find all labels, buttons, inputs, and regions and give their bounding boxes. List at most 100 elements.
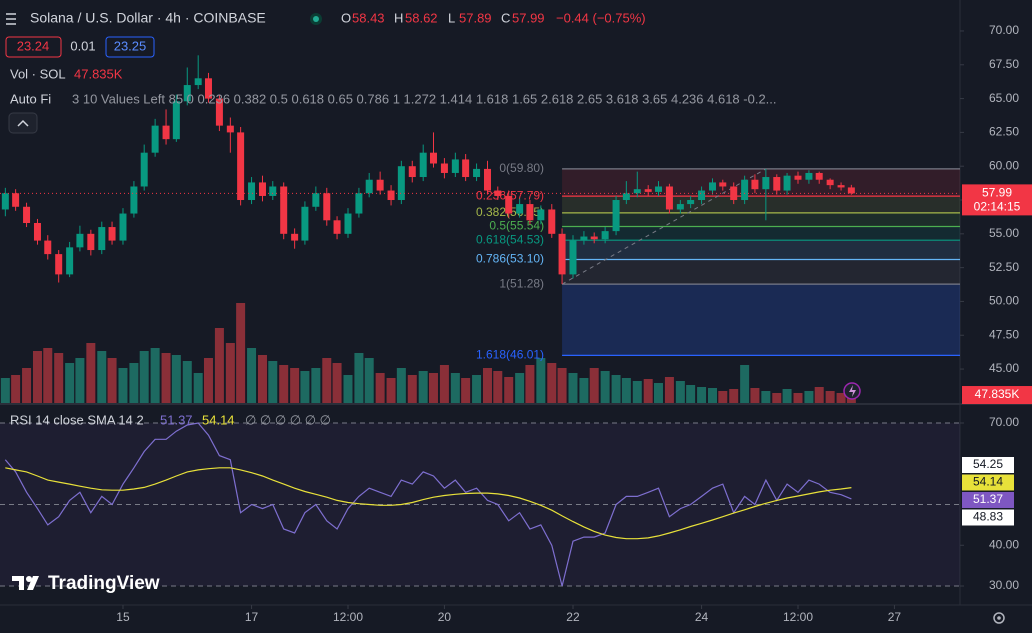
fib-band xyxy=(562,226,960,241)
fib-band xyxy=(562,259,960,285)
candle-body xyxy=(708,182,716,191)
candle-body xyxy=(698,190,706,201)
candle-body xyxy=(323,193,331,221)
candle-body xyxy=(387,190,395,201)
x-tick-label: 17 xyxy=(245,610,259,624)
volume-bar xyxy=(257,355,267,403)
rsi-value: 51.37 xyxy=(160,412,193,427)
volume-bar xyxy=(311,368,321,403)
candle-body xyxy=(665,186,673,210)
x-tick-label: 24 xyxy=(695,610,709,624)
brand-logo xyxy=(12,576,39,590)
volume-bar xyxy=(214,328,224,403)
volume-axis-label: 47.835K xyxy=(975,387,1020,401)
volume-bar xyxy=(428,373,438,403)
volume-bar xyxy=(697,387,707,403)
candle-body xyxy=(333,220,341,234)
volume-bar xyxy=(118,368,128,403)
candle-body xyxy=(837,185,845,188)
auto-fib-title[interactable]: Auto Fi xyxy=(10,91,51,106)
volume-bar xyxy=(772,393,782,403)
volume-bar xyxy=(579,378,589,403)
y-tick-label: 60.00 xyxy=(989,158,1019,172)
x-tick-label: 12:00 xyxy=(783,610,813,624)
fib-band xyxy=(562,212,960,227)
fib-band xyxy=(562,168,960,197)
volume-bar xyxy=(536,358,546,403)
candle-body xyxy=(269,186,277,196)
sell-button[interactable] xyxy=(5,36,62,58)
sma-value: 54.14 xyxy=(202,412,235,427)
volume-bar xyxy=(300,371,310,403)
y-tick-label: 52.50 xyxy=(989,260,1019,274)
header: Solana / U.S. Dollar · 4h · COINBASE O 58… xyxy=(5,10,777,134)
axis-marker-box xyxy=(962,457,1014,473)
volume-bar xyxy=(129,363,139,403)
candle-body xyxy=(730,186,738,201)
volume-bar xyxy=(450,373,460,403)
fib-label: 0.236(57.79) xyxy=(476,188,544,202)
volume-bar xyxy=(11,375,21,403)
candle-body xyxy=(98,227,106,251)
volume-bar xyxy=(161,353,171,403)
volume-bar xyxy=(139,351,149,403)
settings-icon[interactable] xyxy=(993,612,1005,624)
ask-price[interactable]: 23.25 xyxy=(114,38,147,53)
candle-body xyxy=(44,240,52,255)
collapse-button[interactable] xyxy=(8,112,38,134)
menu-icon[interactable] xyxy=(6,13,16,25)
volume-bar xyxy=(418,371,428,403)
candle-body xyxy=(633,189,641,194)
candle-body xyxy=(719,182,727,187)
volume-bar xyxy=(675,381,685,403)
candle-body xyxy=(172,101,180,140)
fib-label: 0.5(55.54) xyxy=(489,219,544,233)
volume-bar xyxy=(515,373,525,403)
axis-marker-box xyxy=(962,492,1014,508)
volume-bar xyxy=(750,388,760,403)
y-tick-label: 55.00 xyxy=(989,226,1019,240)
candle-body xyxy=(291,233,299,241)
brand: TradingView xyxy=(12,573,160,594)
fib-band xyxy=(562,284,960,356)
ohlc-change: −0.44 (−0.75%) xyxy=(556,10,646,25)
volume-bar xyxy=(0,378,10,403)
alert-bolt xyxy=(849,385,856,397)
candle-body xyxy=(55,254,63,275)
volume-bar xyxy=(707,388,717,403)
volume-bar xyxy=(461,378,471,403)
ohlc-key: C xyxy=(501,10,510,25)
candle-body xyxy=(215,98,223,126)
y-tick-label: 45.00 xyxy=(989,361,1019,375)
volume-bar xyxy=(793,393,803,403)
volume-value: 47.835K xyxy=(74,66,123,81)
volume-bar xyxy=(814,387,824,403)
volume-bar xyxy=(653,383,663,403)
candle-body xyxy=(537,209,545,221)
y-tick-label: 70.00 xyxy=(989,415,1019,429)
candle-body xyxy=(408,166,416,178)
volume-bar xyxy=(107,358,117,403)
volume-bar xyxy=(493,371,503,403)
volume-bar xyxy=(268,361,278,403)
candle-body xyxy=(794,175,802,180)
candle-body xyxy=(558,233,566,275)
axis-marker-label: 54.25 xyxy=(973,457,1003,471)
volume-bar xyxy=(203,358,213,403)
candle-body xyxy=(183,85,191,102)
candle-body xyxy=(151,125,159,153)
candle-body xyxy=(805,172,813,180)
buy-button[interactable] xyxy=(105,36,155,58)
last-price-box xyxy=(962,184,1032,216)
candle-body xyxy=(108,227,116,241)
brand-logo-dot xyxy=(26,576,32,582)
volume-bar xyxy=(740,365,750,403)
volume-bar xyxy=(193,373,203,403)
bid-price[interactable]: 23.24 xyxy=(17,38,50,53)
settings-icon-center xyxy=(997,616,1001,620)
x-tick-label: 27 xyxy=(888,610,902,624)
volume-bar xyxy=(322,358,332,403)
candle-body xyxy=(687,200,695,205)
candle-body xyxy=(204,78,212,99)
